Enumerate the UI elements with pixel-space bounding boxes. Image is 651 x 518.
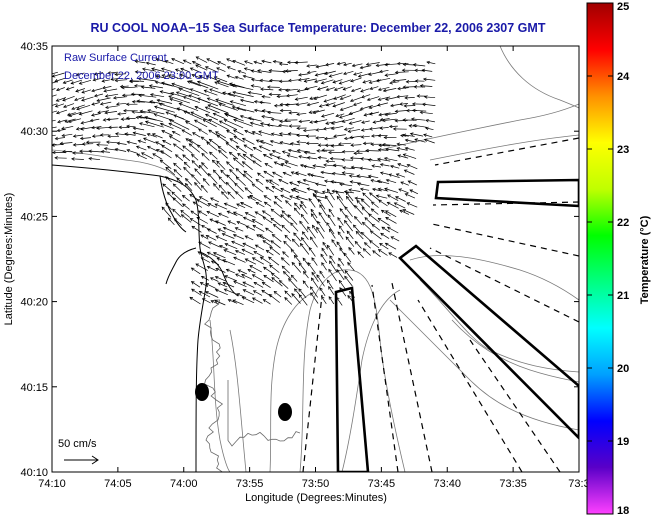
x-tick-label: 73:55 xyxy=(236,478,264,490)
y-tick-label: 40:30 xyxy=(20,126,48,138)
x-tick-label: 73:35 xyxy=(499,478,527,490)
colorbar-tick-label: 20 xyxy=(617,363,629,375)
x-tick-label: 73:3 xyxy=(568,478,589,490)
radial-dashed-lines xyxy=(302,137,579,472)
y-tick-label: 40:25 xyxy=(20,211,48,223)
colorbar-tick-label: 25 xyxy=(617,1,629,13)
figure-title: RU COOL NOAA−15 Sea Surface Temperature:… xyxy=(91,21,546,35)
colorbar xyxy=(586,2,614,515)
y-tick-label: 40:35 xyxy=(20,41,48,53)
y-axis-ticks: 40:35 40:30 40:25 40:20 40:15 40:10 xyxy=(20,41,579,479)
plot-area xyxy=(52,46,579,472)
x-axis-label: Longitude (Degrees:Minutes) xyxy=(245,492,387,504)
legend-line-1: Raw Surface Current xyxy=(64,52,167,64)
legend-line-2: December 22, 2006 23:00 GMT xyxy=(64,70,219,82)
x-axis-ticks: 74:10 74:05 74:00 73:55 73:50 73:45 73:40 73:35… xyxy=(38,46,590,490)
surface-current-vectors xyxy=(52,56,436,306)
marker-1 xyxy=(195,383,209,401)
colorbar-tick-label: 19 xyxy=(617,436,629,448)
y-tick-label: 40:10 xyxy=(20,467,48,479)
x-tick-label: 73:40 xyxy=(433,478,461,490)
x-tick-label: 74:10 xyxy=(38,478,66,490)
colorbar-ticks: 25 24 23 22 21 20 19 18 xyxy=(587,1,630,517)
colorbar-tick-label: 21 xyxy=(617,290,629,302)
y-axis-label: Latitude (Degrees:Minutes) xyxy=(3,193,15,326)
y-tick-label: 40:20 xyxy=(20,297,48,309)
bathymetry-contours xyxy=(52,46,579,472)
x-tick-label: 74:00 xyxy=(170,478,198,490)
marker-2 xyxy=(278,403,292,421)
y-tick-label: 40:15 xyxy=(20,382,48,394)
coastline xyxy=(52,164,239,472)
x-tick-label: 73:45 xyxy=(368,478,396,490)
colorbar-tick-label: 22 xyxy=(617,217,629,229)
colorbar-label: Temperature (°C) xyxy=(639,215,651,304)
colorbar-tick-label: 24 xyxy=(617,71,630,83)
scale-arrow xyxy=(64,455,99,465)
scale-arrow-label: 50 cm/s xyxy=(58,438,97,450)
colorbar-tick-label: 18 xyxy=(617,505,629,517)
colorbar-tick-label: 23 xyxy=(617,144,629,156)
x-tick-label: 73:50 xyxy=(302,478,330,490)
radar-beam-outlines xyxy=(334,178,579,472)
x-tick-label: 74:05 xyxy=(104,478,132,490)
